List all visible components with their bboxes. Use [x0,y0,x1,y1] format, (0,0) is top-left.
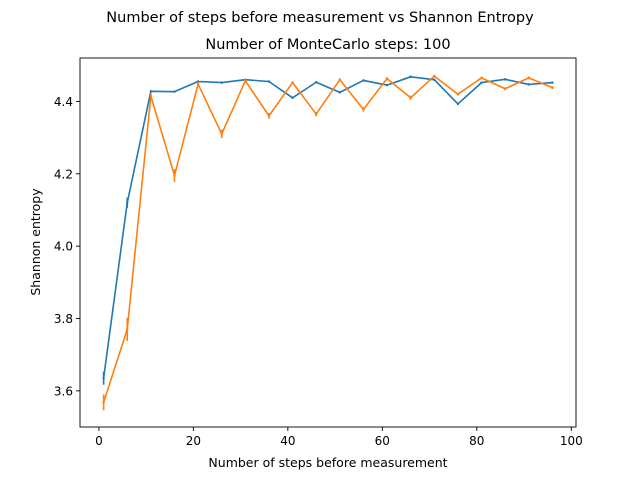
y-axis: 3.6 3.8 4.0 4.2 4.4 [54,95,80,398]
series-2-point [291,81,294,84]
series-1-point [456,102,460,106]
series-1-point [527,83,530,86]
y-tick-label: 3.6 [54,384,73,398]
series-2 [102,74,554,411]
series-2-point [338,78,342,81]
y-tick-label: 3.8 [54,312,73,326]
series-2-line [102,75,553,403]
series-1-point [220,81,223,84]
x-tick-label: 60 [375,434,390,448]
series-2-point [385,77,389,80]
x-tick-label: 0 [95,434,103,448]
series-1-point [102,376,105,380]
series-1-point [291,96,294,99]
series-1-point [362,79,365,82]
x-tick-label: 80 [469,434,484,448]
series-2-point [267,114,271,118]
series-2-point [244,79,247,82]
series-1-point [126,201,129,204]
series-2-point [220,132,223,136]
series-2-point [480,76,483,80]
series-2-point [314,112,318,116]
series-2-point [362,108,365,111]
series-1-point [409,75,412,79]
series-layer [102,74,554,411]
x-tick-label: 100 [560,434,583,448]
series-1-point [173,90,176,93]
series-2-point [173,174,176,177]
series-2-point [102,401,105,404]
series-1-point [480,81,483,84]
series-1-point [338,91,342,94]
x-tick-label: 20 [186,434,201,448]
plot-frame [79,57,577,428]
series-2-point [433,74,436,78]
y-axis-label: Shannon entropy [28,188,43,296]
y-tick-label: 4.2 [54,167,73,181]
chart-title: Number of MonteCarlo steps: 100 [205,37,450,53]
series-2-point [503,87,507,90]
series-1-point [503,78,507,81]
x-axis: 0 20 40 60 80 100 [95,427,583,448]
series-2-point [149,94,153,98]
series-2-point [551,86,554,89]
series-1-line [102,76,553,379]
series-1-point [433,78,436,81]
series-2-point [196,82,200,86]
x-axis-label: Number of steps before measurement [208,455,447,470]
series-1 [102,75,554,385]
series-1-point [314,81,318,84]
series-2-point [409,96,412,99]
figure-suptitle: Number of steps before measurement vs Sh… [106,10,534,26]
y-tick-label: 4.4 [54,95,73,109]
x-tick-label: 40 [280,434,295,448]
series-1-point [149,90,153,93]
y-tick-label: 4.0 [54,240,73,254]
series-1-point [267,80,271,83]
series-2-point [126,328,129,331]
series-2-point [456,92,460,96]
series-1-point [551,81,554,84]
plot-area: 0 20 40 60 80 100 3.6 3.8 4.0 4.2 4.4 [54,57,583,448]
series-1-point [385,83,389,87]
series-2-point [527,76,530,80]
